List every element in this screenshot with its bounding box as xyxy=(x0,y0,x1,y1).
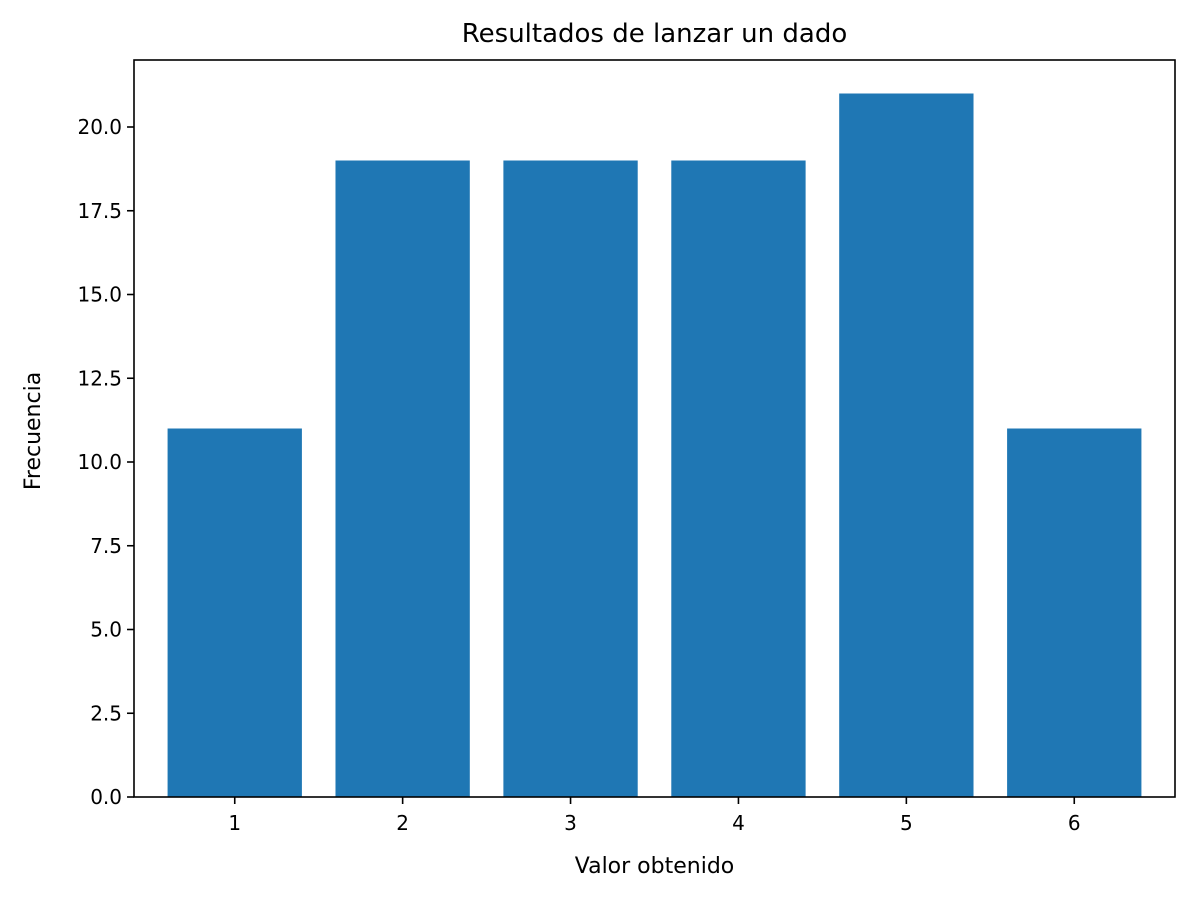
plot-frame xyxy=(133,59,1176,798)
x-tick-label: 1 xyxy=(228,811,241,835)
bar-1 xyxy=(167,428,302,797)
y-tick-label: 5.0 xyxy=(90,618,122,642)
x-tick-label: 5 xyxy=(900,811,913,835)
x-tick-label: 2 xyxy=(396,811,409,835)
y-tick-label: 7.5 xyxy=(90,534,122,558)
y-tick-label: 2.5 xyxy=(90,701,122,725)
x-tick-label: 6 xyxy=(1068,811,1081,835)
y-tick-label: 10.0 xyxy=(77,450,122,474)
chart-title: Resultados de lanzar un dado xyxy=(462,19,848,49)
bars-group xyxy=(167,93,1142,797)
y-tick-label: 12.5 xyxy=(77,366,122,390)
bar-5 xyxy=(839,93,974,797)
x-tick-label: 3 xyxy=(564,811,577,835)
y-axis-label: Frecuencia xyxy=(21,372,46,490)
y-axis-ticks: 0.0 2.5 5.0 7.5 10.0 12.5 15.0 17.5 20.0 xyxy=(77,115,134,809)
y-tick-label: 17.5 xyxy=(77,199,122,223)
bar-6 xyxy=(1007,428,1142,797)
x-tick-label: 4 xyxy=(732,811,745,835)
bar-4 xyxy=(671,160,806,797)
x-axis-ticks: 1 2 3 4 5 6 xyxy=(228,797,1081,835)
x-axis-label: Valor obtenido xyxy=(575,854,735,879)
bar-3 xyxy=(503,160,638,797)
y-tick-label: 0.0 xyxy=(90,785,122,809)
y-tick-label: 20.0 xyxy=(77,115,122,139)
y-tick-label: 15.0 xyxy=(77,283,122,307)
bar-2 xyxy=(335,160,470,797)
